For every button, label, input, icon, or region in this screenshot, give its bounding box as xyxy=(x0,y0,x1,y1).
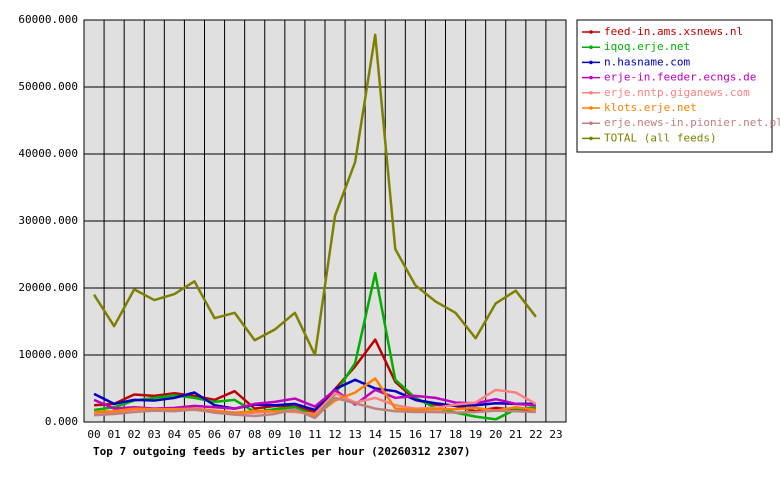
x-tick-label: 12 xyxy=(328,428,341,441)
chart-title: Top 7 outgoing feeds by articles per hou… xyxy=(93,445,471,458)
legend-label: erje.news-in.pionier.net.pl xyxy=(604,116,780,129)
x-tick-label: 16 xyxy=(409,428,422,441)
legend-label: TOTAL (all feeds) xyxy=(604,131,717,144)
x-tick-label: 18 xyxy=(449,428,462,441)
legend-marker xyxy=(589,136,593,141)
x-tick-label: 00 xyxy=(87,428,100,441)
x-tick-label: 05 xyxy=(188,428,201,441)
series-line xyxy=(93,396,536,420)
legend-marker xyxy=(589,121,593,125)
legend-label: erje-in.feeder.ecngs.de xyxy=(604,71,756,84)
legend-label: feed-in.ams.xsnews.nl xyxy=(604,25,743,38)
series-line xyxy=(92,33,537,357)
legend-marker xyxy=(589,75,593,80)
legend-label: iqoq.erje.net xyxy=(604,40,690,53)
x-tick-label: 11 xyxy=(308,428,321,441)
plot-border xyxy=(83,19,567,423)
x-tick-label: 01 xyxy=(108,428,121,441)
y-tick-label: 60000.000 xyxy=(18,13,78,26)
x-tick-label: 17 xyxy=(429,428,442,441)
x-tick-label: 22 xyxy=(529,428,542,441)
x-tick-label: 23 xyxy=(549,428,562,441)
x-tick-label: 14 xyxy=(369,428,383,441)
y-tick-label: 50000.000 xyxy=(18,80,78,93)
legend-marker xyxy=(589,30,593,34)
x-tick-label: 09 xyxy=(268,428,281,441)
x-tick-label: 10 xyxy=(288,428,301,441)
x-tick-label: 19 xyxy=(469,428,482,441)
series-line xyxy=(93,378,536,412)
series-line xyxy=(94,377,537,418)
legend-label: erje.nntp.giganews.com xyxy=(604,86,750,99)
y-tick-label: 10000.000 xyxy=(18,348,78,361)
x-tick-label: 15 xyxy=(389,428,402,441)
legend-marker xyxy=(589,60,593,65)
x-tick-label: 04 xyxy=(168,428,182,441)
x-tick-label: 13 xyxy=(349,428,362,441)
x-tick-label: 20 xyxy=(489,428,502,441)
x-tick-label: 02 xyxy=(128,428,141,441)
y-tick-label: 20000.000 xyxy=(18,281,78,294)
x-tick-label: 07 xyxy=(228,428,241,441)
x-tick-label: 03 xyxy=(148,428,161,441)
x-tick-label: 06 xyxy=(208,428,221,441)
y-tick-label: 40000.000 xyxy=(18,147,78,160)
legend-box xyxy=(576,19,773,153)
x-tick-label: 21 xyxy=(509,428,522,441)
x-tick-label: 08 xyxy=(248,428,261,441)
y-tick-label: 30000.000 xyxy=(18,214,78,227)
legend-marker xyxy=(589,106,593,110)
legend-label: n.hasname.com xyxy=(604,55,690,68)
legend-marker xyxy=(589,45,593,49)
y-tick-label: 0.000 xyxy=(45,415,78,428)
legend-marker xyxy=(589,91,593,95)
legend-label: klots.erje.net xyxy=(604,101,697,114)
